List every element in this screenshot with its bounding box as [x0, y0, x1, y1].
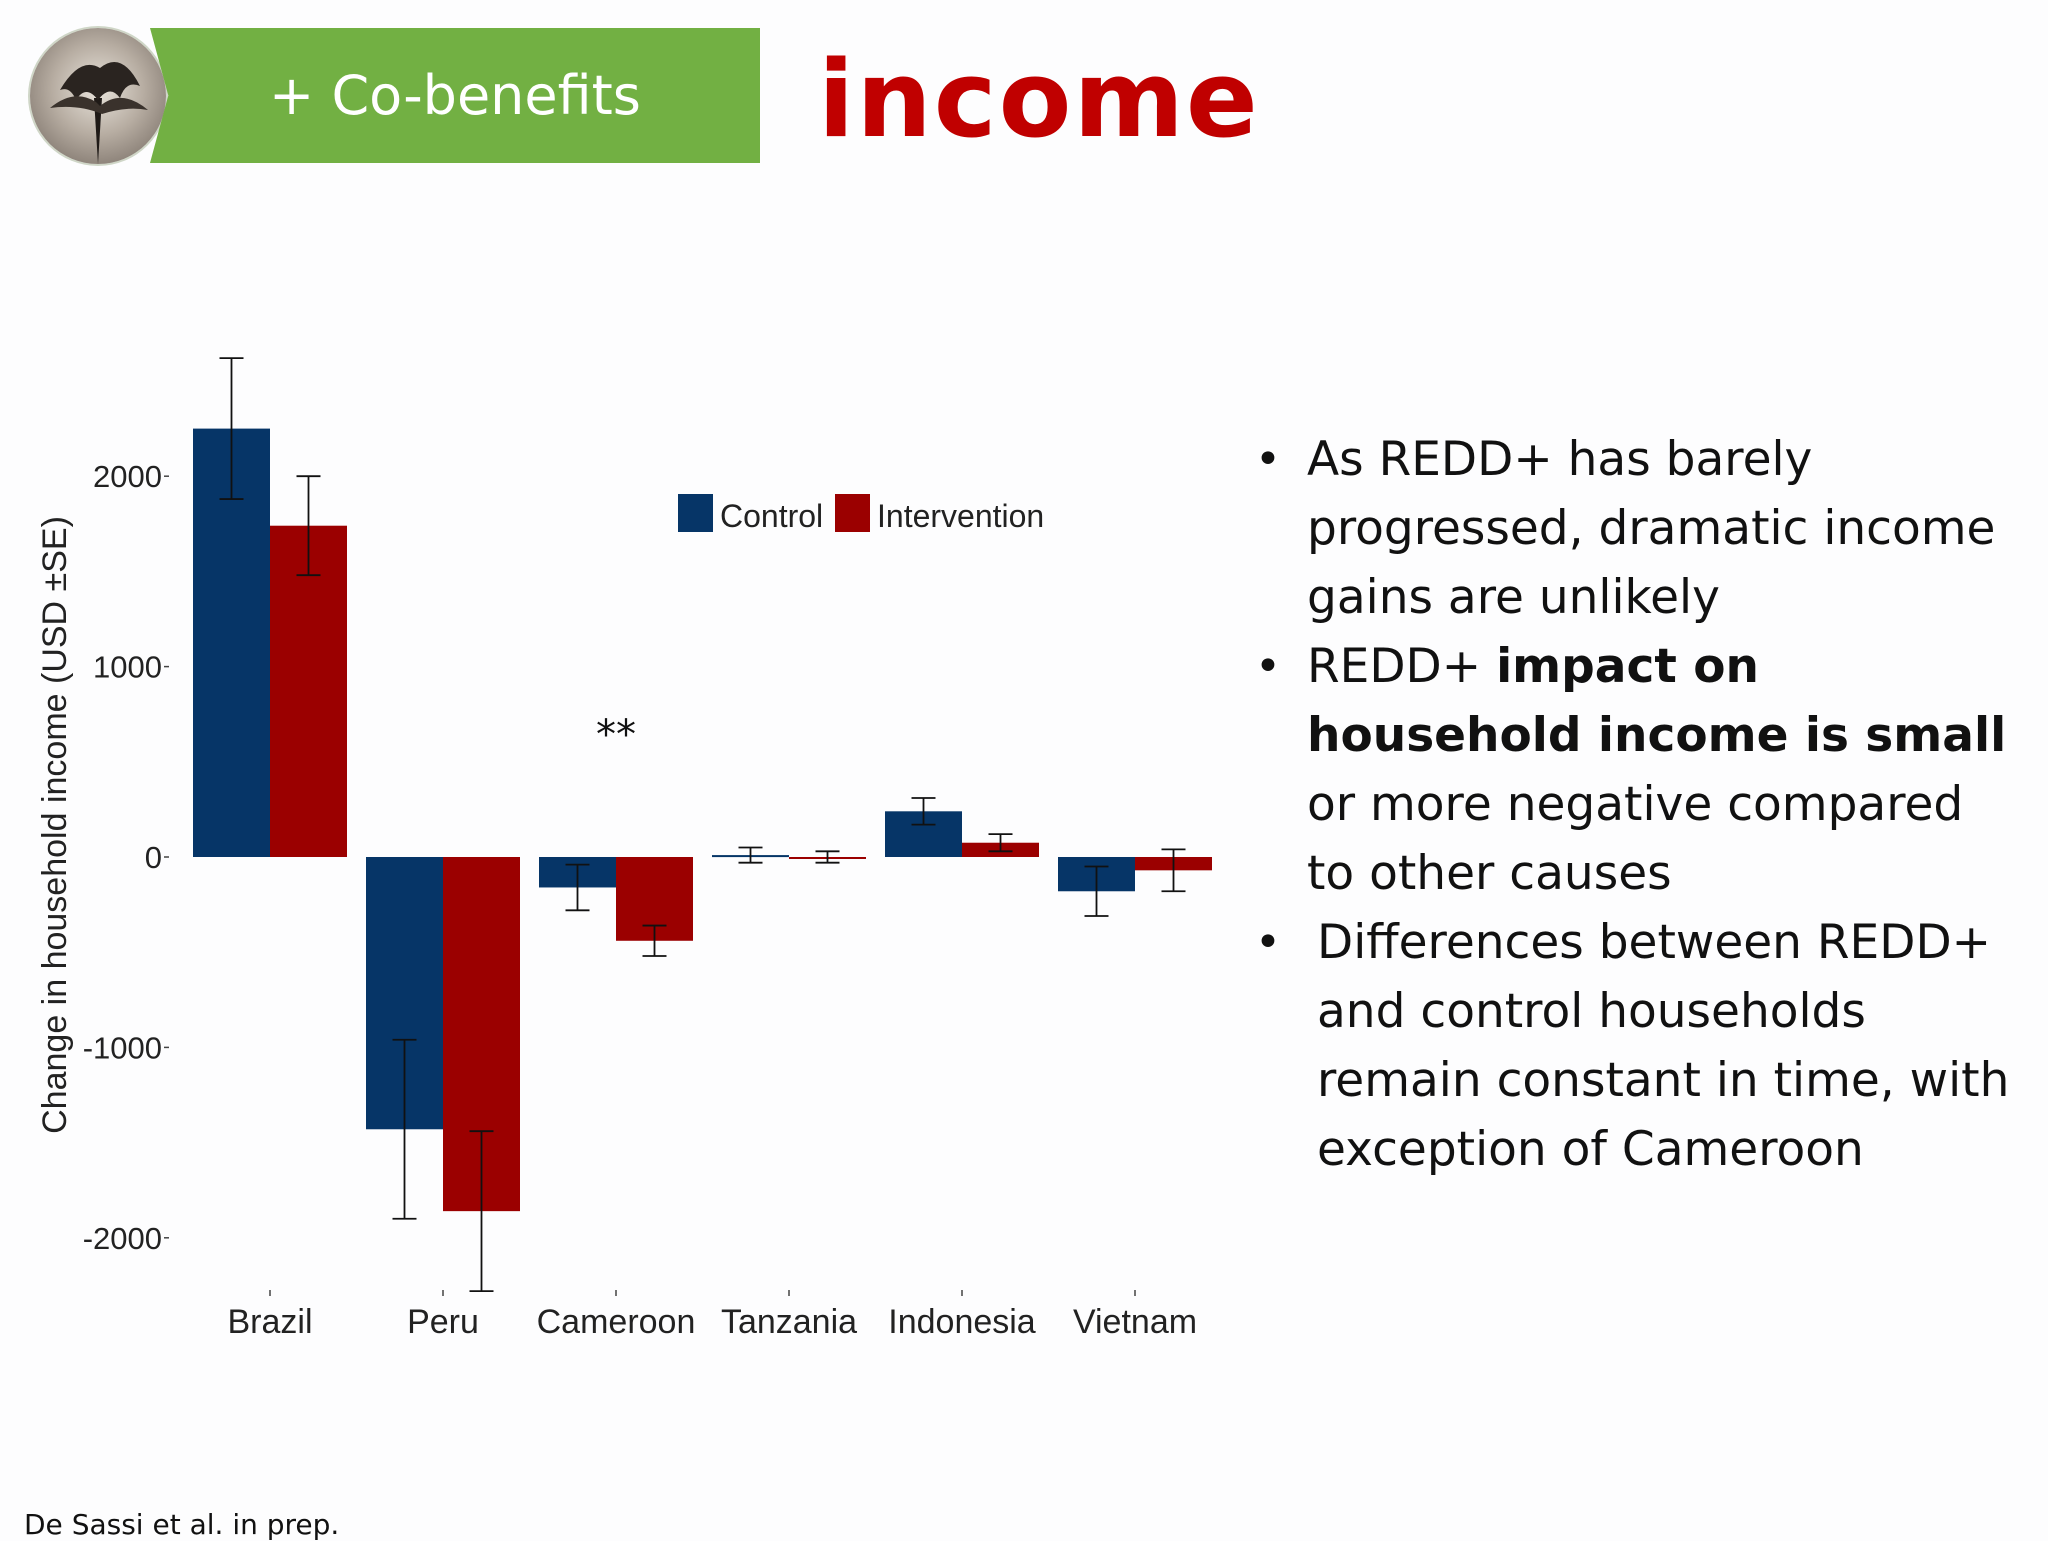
bar-intervention-brazil — [270, 525, 347, 857]
error-bar-control-peru — [392, 1038, 417, 1220]
bullet-2-text-bold: impact on household income is small — [1307, 639, 2007, 763]
error-bar-intervention-cameroon — [642, 924, 667, 957]
bullet-2-text-after: or more negative compared to other cause… — [1307, 777, 1964, 901]
banner-label: + Co-benefits — [269, 64, 641, 127]
error-bar-intervention-vietnam — [1161, 848, 1186, 893]
y-tick-label: 2000 — [93, 459, 162, 494]
y-axis-ticks: 2000 1000 0 -1000 -2000 — [83, 459, 169, 1256]
significance-annotation: ** — [596, 712, 636, 758]
bar-control-brazil — [193, 428, 270, 857]
error-bar-control-cameroon — [565, 863, 590, 912]
x-axis-ticks: Brazil Peru Cameroon Tanzania Indonesia Vietn… — [227, 1290, 1197, 1341]
error-bar-intervention-tanzania — [815, 850, 840, 864]
legend-swatch-intervention — [835, 494, 870, 532]
x-tick-label-peru: Peru — [407, 1303, 479, 1341]
y-tick-label: -1000 — [83, 1030, 162, 1065]
error-bar-intervention-indonesia — [988, 833, 1013, 853]
x-tick-label-vietnam: Vietnam — [1073, 1303, 1197, 1341]
avatar-tree-image — [30, 28, 166, 164]
bullet-2-text-before: REDD+ — [1307, 639, 1497, 694]
legend-swatch-control — [678, 494, 713, 532]
bullet-3-text: Differences between REDD+ and control ho… — [1317, 915, 2010, 1177]
y-axis-label: Change in household income (USD ±SE) — [36, 516, 74, 1134]
error-bar-control-indonesia — [911, 797, 936, 826]
x-tick-label-cameroon: Cameroon — [537, 1303, 696, 1341]
error-bar-control-vietnam — [1084, 865, 1109, 917]
x-tick-label-brazil: Brazil — [227, 1303, 312, 1341]
error-bar-intervention-brazil — [296, 475, 321, 577]
legend: Control Intervention — [678, 494, 1044, 534]
y-tick-label: 1000 — [93, 650, 162, 685]
error-bar-control-tanzania — [738, 846, 763, 864]
legend-label-control: Control — [720, 498, 823, 534]
error-bar-intervention-peru — [469, 1130, 494, 1293]
income-bar-chart: Change in household income (USD ±SE) 200… — [36, 357, 1212, 1341]
co-benefits-banner: + Co-benefits — [150, 28, 760, 163]
x-tick-label-tanzania: Tanzania — [721, 1303, 857, 1341]
bullet-1: As REDD+ has barely progressed, dramatic… — [1255, 425, 2025, 632]
bullet-3: Differences between REDD+ and control ho… — [1255, 908, 2025, 1184]
y-tick-label: 0 — [145, 840, 162, 875]
error-bar-control-brazil — [219, 357, 244, 500]
bullet-list: As REDD+ has barely progressed, dramatic… — [1255, 425, 2025, 1184]
source-citation: De Sassi et al. in prep. — [24, 1508, 340, 1541]
y-tick-label: -2000 — [83, 1221, 162, 1256]
error-bars — [219, 357, 1186, 1293]
bullet-1-text: As REDD+ has barely progressed, dramatic… — [1307, 432, 1996, 625]
bullet-2: REDD+ impact on household income is smal… — [1255, 632, 2025, 908]
page-title: income — [818, 38, 1260, 161]
legend-label-intervention: Intervention — [877, 498, 1044, 534]
bars — [193, 428, 1212, 1212]
x-tick-label-indonesia: Indonesia — [888, 1303, 1036, 1341]
